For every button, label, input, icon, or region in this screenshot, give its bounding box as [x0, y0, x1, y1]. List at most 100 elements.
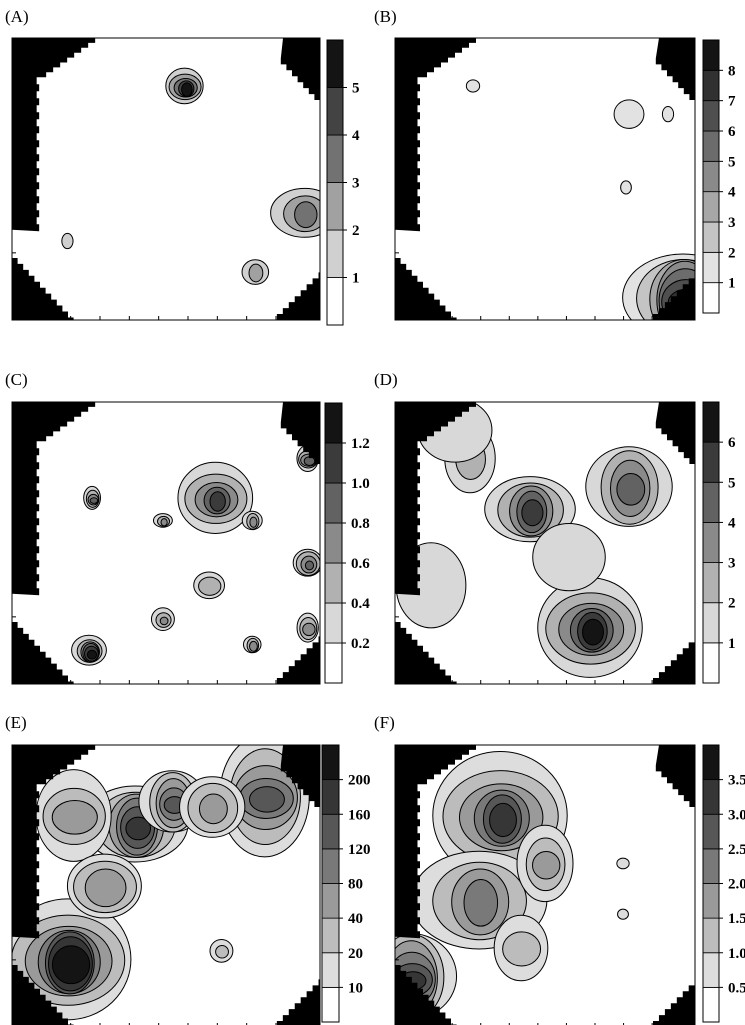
colorbar-tick-label: 1.5: [728, 911, 745, 927]
colorbar-step: [702, 602, 720, 644]
colorbar-tick-label: 0.8: [351, 516, 370, 532]
colorbar-step: [702, 917, 720, 954]
colorbar-tick-label: 4: [728, 515, 736, 531]
contour-level-4: [616, 472, 646, 506]
colorbar-step: [321, 848, 340, 884]
masked-corner-bottom-right: [653, 970, 695, 1025]
masked-corner-bottom-right: [276, 263, 320, 320]
masked-corner-top-left: [12, 402, 96, 596]
colorbar-tick-label: 3: [352, 176, 360, 192]
colorbar-tick-label: 120: [348, 842, 371, 858]
contour-level-5: [181, 82, 193, 97]
contour-level-3: [249, 640, 258, 652]
colorbar-tick-label: 6: [728, 435, 736, 451]
colorbar-tick-label: 6: [728, 124, 736, 140]
colorbar-tick-label: 0.6: [351, 556, 370, 572]
colorbar-step: [702, 100, 720, 132]
colorbar-step: [326, 134, 344, 183]
colorbar-step: [324, 522, 343, 564]
colorbar-step: [702, 39, 720, 71]
contour-level-7: [51, 945, 91, 985]
colorbar-step: [324, 482, 343, 524]
colorbar-step: [326, 277, 344, 326]
contour-level-4: [304, 560, 315, 571]
panel-label: (F): [374, 713, 395, 732]
colorbar-tick-label: 0.4: [351, 596, 370, 612]
colorbar-tick-label: 1.0: [351, 476, 370, 492]
colorbar-step: [702, 69, 720, 102]
contour-level-1: [613, 99, 645, 129]
colorbar: 10 20 40 80 120 160 200: [321, 744, 371, 1023]
masked-corner-bottom-right: [276, 627, 320, 684]
colorbar-tick-label: 10: [348, 980, 363, 996]
colorbar-tick-label: 0.2: [351, 636, 370, 652]
colorbar-tick-label: 2: [728, 245, 736, 261]
colorbar-step: [321, 883, 340, 919]
colorbar-tick-label: 3: [728, 556, 736, 572]
contour-level-3: [198, 793, 228, 825]
masked-corner-bottom-right: [653, 263, 695, 320]
colorbar: 1 2 3 4 5 6 7 8: [702, 39, 736, 314]
colorbar: 1 2 3 4 5: [326, 39, 360, 326]
colorbar-tick-label: 4: [352, 128, 360, 144]
colorbar-step: [702, 251, 720, 284]
colorbar: 0.2 0.4 0.6 0.8 1.0 1.2: [324, 402, 370, 684]
colorbar-tick-label: 3.0: [728, 807, 745, 823]
colorbar-step: [702, 986, 720, 1023]
colorbar-step: [702, 130, 720, 162]
panel-c: (C) 0.2 0.4 0.6 0.8 1.0 1.2: [5, 370, 370, 685]
colorbar-tick-label: 1: [728, 636, 736, 652]
colorbar-step: [321, 917, 340, 954]
colorbar-step: [326, 87, 344, 136]
colorbar-tick-label: 80: [348, 877, 363, 893]
panel-label: (E): [5, 713, 27, 732]
masked-corner-bottom-left: [395, 621, 457, 684]
colorbar-tick-label: 40: [348, 911, 363, 927]
plot-frame: [394, 37, 696, 321]
contour-level-3: [249, 516, 258, 528]
masked-corner-bottom-left: [12, 964, 74, 1025]
colorbar-tick-label: 5: [728, 475, 736, 491]
contour-level-4: [89, 497, 99, 504]
colorbar-tick-label: 1.0: [728, 946, 745, 962]
colorbar-step: [702, 642, 720, 684]
colorbar-step: [326, 182, 344, 231]
colorbar-step: [326, 39, 344, 88]
masked-corner-top-left: [12, 38, 96, 232]
contour-level-5: [521, 499, 544, 527]
colorbar-step: [702, 952, 720, 988]
contour-plot: [12, 38, 320, 320]
colorbar-tick-label: 2.5: [728, 842, 745, 858]
contour-level-6: [582, 618, 604, 646]
plot-frame: [394, 744, 696, 1025]
masked-corner-bottom-left: [395, 257, 457, 320]
colorbar-tick-label: 0.5: [728, 980, 745, 996]
colorbar-step: [326, 229, 344, 278]
panel-label: (A): [5, 7, 29, 26]
masked-corner-top-right: [280, 745, 320, 808]
contour-level-6: [489, 802, 517, 838]
masked-corner-top-left: [395, 402, 476, 596]
colorbar-step: [702, 848, 720, 884]
panel-b: (B) 1 2 3 4 5 6 7 8: [374, 7, 736, 321]
panel-label: (B): [374, 7, 397, 26]
colorbar-tick-label: 2: [352, 223, 360, 239]
contour-level-6: [125, 816, 152, 841]
panel-d: (D) 1 2 3 4 5 6: [374, 370, 736, 685]
contour-level-1: [465, 79, 481, 93]
contour-level-5: [248, 786, 285, 813]
colorbar-step: [702, 441, 720, 483]
colorbar-tick-label: 1.2: [351, 436, 370, 452]
plot-frame: [11, 744, 321, 1025]
colorbar-tick-label: 3.5: [728, 773, 745, 789]
colorbar-step: [324, 642, 343, 684]
contour-level-1: [617, 908, 629, 920]
masked-corner-top-right: [280, 402, 320, 465]
masked-corner-bottom-left: [12, 621, 74, 684]
colorbar-step: [702, 191, 720, 223]
contour-plot: [395, 402, 695, 684]
colorbar-tick-label: 3: [728, 215, 736, 231]
masked-corner-top-left: [12, 745, 96, 939]
colorbar-step: [324, 602, 343, 644]
contour-level-2: [198, 576, 222, 596]
